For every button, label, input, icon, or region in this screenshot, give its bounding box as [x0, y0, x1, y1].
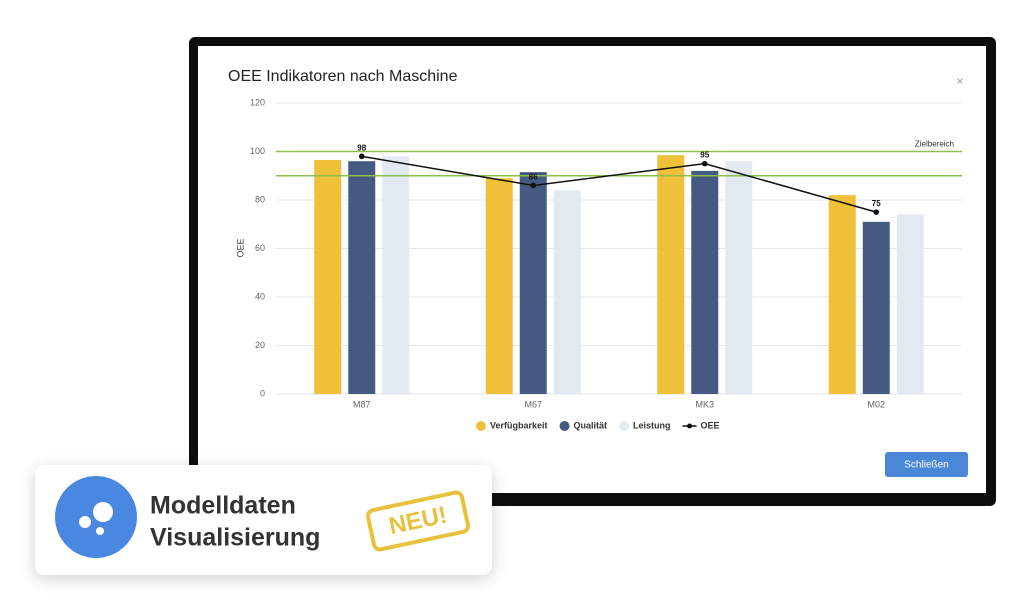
line-point: [873, 209, 880, 215]
bar: [862, 221, 890, 394]
close-button[interactable]: ×: [956, 74, 963, 88]
button-label[interactable]: Schließen: [904, 460, 948, 471]
x-tick-label: MK3: [695, 399, 714, 409]
bar: [382, 156, 410, 394]
data-label: 75: [872, 199, 881, 208]
tag-border: [366, 490, 470, 552]
bar: [725, 161, 753, 394]
legend-marker: [687, 423, 693, 429]
y-tick-label: 40: [255, 291, 265, 301]
bar: [314, 159, 342, 394]
y-tick-label: 20: [255, 340, 265, 350]
bar: [485, 178, 513, 394]
line: [361, 155, 877, 213]
legend-label: Leistung: [633, 420, 671, 430]
icon-dot: [93, 502, 113, 522]
bar: [657, 155, 685, 394]
y-tick-label: 60: [255, 243, 265, 253]
line-point: [701, 160, 708, 167]
y-tick-label: 100: [250, 146, 265, 156]
bar: [828, 195, 856, 394]
button-bg[interactable]: [885, 452, 968, 477]
chart-title: OEE Indikatoren nach Maschine: [228, 68, 458, 85]
bar: [348, 161, 376, 394]
data-label: 98: [357, 143, 366, 152]
line-point: [530, 182, 537, 189]
x-tick-label: M87: [353, 399, 371, 409]
y-axis-label: OEE: [235, 238, 245, 257]
badge-title: Visualisierung: [150, 524, 320, 552]
y-tick-label: 120: [250, 97, 265, 107]
close-action[interactable]: Schließen: [885, 452, 968, 477]
reference-label: Zielbereich: [915, 140, 954, 149]
chart: 0 20 40 60 80 100 120 M87 M67 MK3 M02 Zielbereich 98…: [250, 97, 962, 431]
line-point: [358, 153, 365, 160]
y-tick-label: 80: [255, 194, 265, 204]
bar: [896, 214, 924, 394]
legend-label: Verfügbarkeit: [490, 420, 548, 430]
bar: [519, 172, 547, 394]
legend-label: OEE: [701, 420, 720, 430]
icon-dot: [79, 516, 91, 528]
data-label: 86: [529, 173, 538, 182]
legend-marker: [476, 421, 486, 431]
legend-label: Qualität: [574, 420, 608, 430]
legend-marker: [559, 421, 570, 431]
badge-title: Modelldaten: [150, 492, 296, 520]
bar: [553, 190, 581, 394]
y-tick-label: 0: [260, 388, 265, 398]
data-label: 95: [700, 151, 709, 160]
legend-marker: [619, 421, 630, 431]
x-tick-label: M02: [867, 399, 885, 409]
bar: [691, 170, 719, 394]
x-tick-label: M67: [524, 399, 542, 409]
icon-dot: [96, 527, 104, 535]
